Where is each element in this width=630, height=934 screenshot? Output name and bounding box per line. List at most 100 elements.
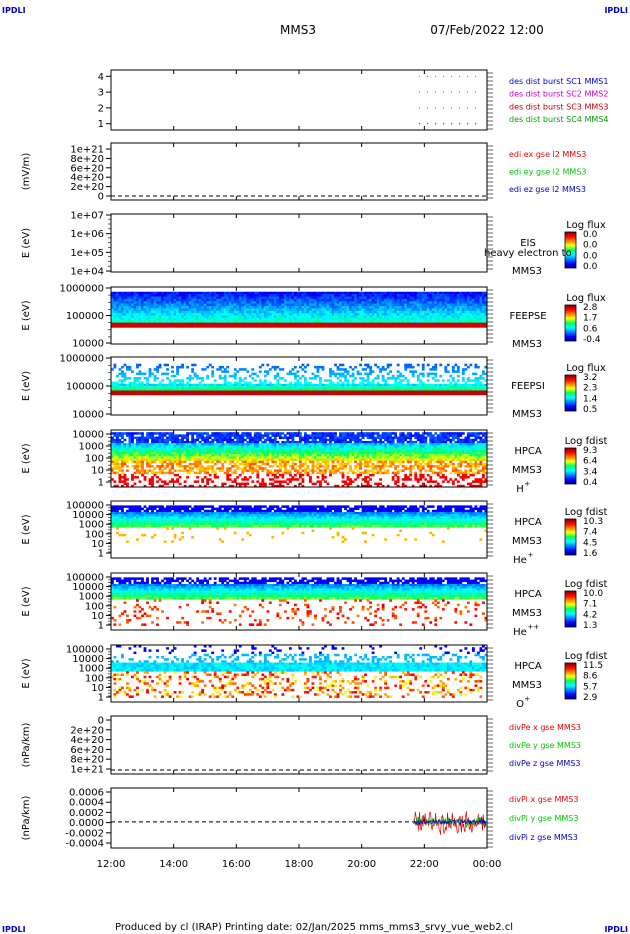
- spectrogram-cell: [283, 447, 287, 451]
- spectrogram-cell: [421, 374, 425, 378]
- spectrogram-cell: [446, 298, 450, 302]
- spectrogram-cell: [213, 313, 217, 316]
- spectrogram-cell: [151, 390, 154, 393]
- spectrogram-cell: [263, 456, 267, 459]
- spectrogram-cell: [314, 322, 317, 326]
- spectrogram-cell: [471, 315, 475, 319]
- spectrogram-cell: [236, 386, 240, 389]
- spectrogram-cell: [314, 313, 317, 316]
- spectrogram-cell: [168, 445, 172, 448]
- spectrogram-cell: [324, 298, 327, 302]
- spectrogram-cell: [153, 440, 157, 444]
- spectrogram-cell: [376, 386, 380, 389]
- spectrogram-cell: [371, 370, 375, 373]
- spectrogram-cell: [151, 476, 154, 479]
- spectrogram-cell: [394, 390, 398, 393]
- spectrogram-cell: [191, 370, 195, 373]
- spectrogram-cell: [158, 392, 162, 396]
- spectrogram-cell: [181, 313, 184, 316]
- spectrogram-cell: [183, 322, 187, 326]
- spectrogram-cell: [201, 388, 205, 391]
- spectrogram-cell: [206, 445, 210, 448]
- spectrogram-cell: [261, 454, 265, 457]
- spectrogram-cell: [401, 322, 405, 326]
- spectrogram-cell: [276, 315, 280, 319]
- spectrogram-cell: [188, 440, 192, 444]
- spectrogram-cell: [121, 465, 124, 468]
- spectrogram-cell: [146, 317, 149, 321]
- spectrogram-cell: [123, 377, 127, 380]
- spectrogram-cell: [121, 301, 124, 304]
- spectrogram-cell: [253, 298, 257, 302]
- spectrogram-cell: [133, 322, 137, 326]
- spectrogram-cell: [451, 388, 455, 391]
- spectrogram-cell: [253, 320, 257, 323]
- spectrogram-cell: [206, 303, 210, 307]
- spectrogram-cell: [334, 296, 337, 300]
- spectrogram-cell: [366, 383, 370, 387]
- spectrogram-cell: [334, 317, 337, 321]
- spectrogram-cell: [128, 303, 132, 307]
- spectrogram-cell: [236, 381, 240, 385]
- spectrogram-cell: [166, 317, 169, 321]
- spectrogram-cell: [123, 363, 127, 367]
- spectrogram-cell: [396, 322, 400, 326]
- spectrogram-cell: [276, 443, 280, 446]
- spectrogram-cell: [163, 434, 167, 437]
- spectrogram-cell: [454, 381, 458, 385]
- spectrogram-cell: [404, 388, 408, 391]
- spectrogram-cell: [251, 460, 255, 464]
- spectrogram-cell: [143, 443, 147, 446]
- spectrogram-cell: [113, 434, 117, 437]
- spectrogram-cell: [173, 301, 177, 304]
- spectrogram-cell: [263, 383, 267, 387]
- spectrogram-cell: [241, 478, 245, 481]
- legend-entry: edi ex gse l2 MMS3: [509, 150, 586, 159]
- spectrogram-cell: [243, 478, 247, 481]
- spectrogram-cell: [401, 303, 405, 307]
- spectrogram-cell: [439, 386, 443, 389]
- spectrogram-cell: [266, 310, 270, 314]
- y-tick-label: 1: [98, 119, 104, 130]
- spectrogram-cell: [246, 381, 250, 385]
- spectrogram-cell: [346, 306, 350, 309]
- spectrogram-cell: [319, 388, 322, 391]
- spectrogram-cell: [406, 296, 410, 300]
- spectrogram-cell: [133, 313, 137, 316]
- spectrogram-cell: [238, 392, 242, 396]
- spectrogram-cell: [434, 310, 438, 314]
- spectrogram-cell: [329, 317, 332, 321]
- spectrogram-cell: [246, 313, 250, 316]
- spectrogram-cell: [316, 383, 320, 387]
- spectrogram-cell: [213, 388, 217, 391]
- spectrogram-cell: [406, 306, 410, 309]
- spectrogram-cell: [409, 296, 413, 300]
- spectrogram-cell: [218, 460, 222, 464]
- spectrogram-cell: [374, 315, 378, 319]
- spectrogram-cell: [168, 383, 172, 387]
- spectrogram-cell: [158, 443, 162, 446]
- spectrogram-cell: [183, 294, 187, 297]
- spectrogram-cell: [218, 325, 222, 328]
- spectrogram-cell: [221, 383, 225, 387]
- spectrogram-cell: [233, 291, 237, 295]
- spectrogram-cell: [481, 308, 485, 312]
- spectrogram-cell: [411, 313, 415, 316]
- spectrogram-cell: [469, 392, 473, 396]
- spectrogram-cell: [186, 449, 190, 453]
- spectrogram-cell: [344, 322, 347, 326]
- spectrogram-cell: [306, 296, 310, 300]
- spectrogram-cell: [446, 325, 450, 328]
- spectrogram-cell: [316, 388, 320, 391]
- spectrogram-cell: [113, 392, 117, 396]
- spectrogram-cell: [281, 313, 285, 316]
- spectrogram-cell: [158, 445, 162, 448]
- spectrogram-cell: [291, 310, 295, 314]
- spectrogram-cell: [248, 374, 252, 378]
- spectrogram-cell: [141, 465, 144, 468]
- spectrogram-cell: [339, 325, 342, 328]
- spectrogram-cell: [286, 313, 290, 316]
- spectrogram-cell: [296, 296, 300, 300]
- spectrogram-cell: [283, 467, 287, 470]
- spectrogram-cell: [178, 438, 182, 442]
